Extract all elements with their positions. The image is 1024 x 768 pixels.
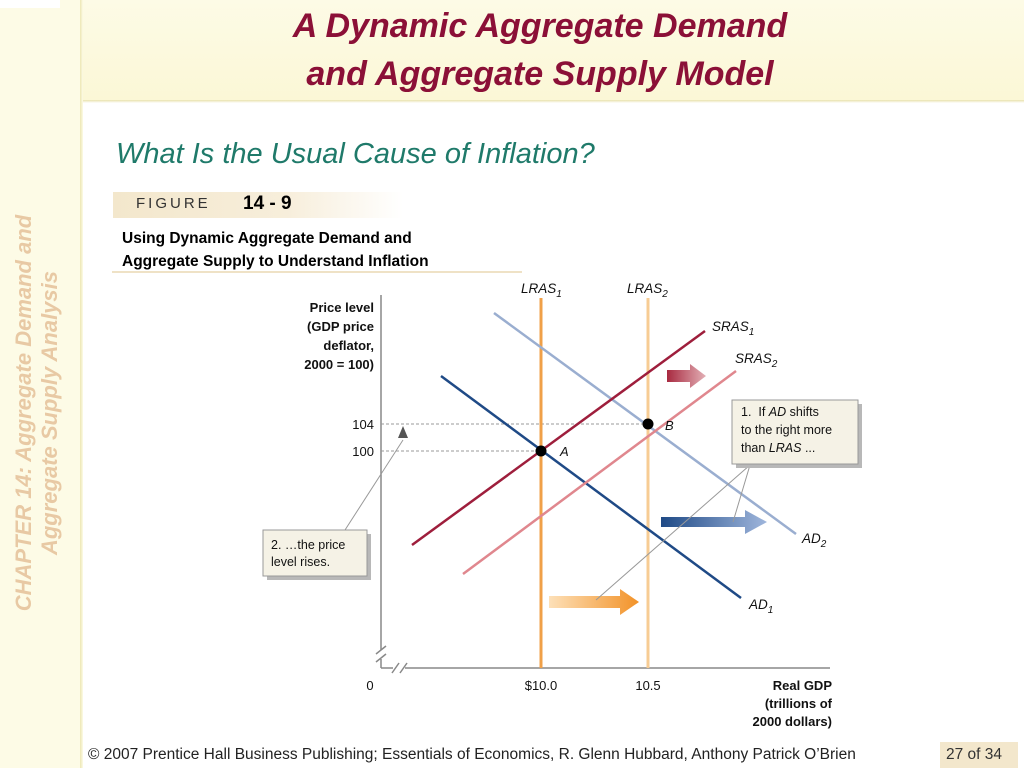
y-axis-label-line-2: (GDP price [307,319,374,334]
note1-line3-em: LRAS [769,441,802,455]
note1-mid: shifts [786,405,819,419]
lras2-label-sub: 2 [661,289,668,300]
note2-box [262,529,368,577]
sras2-line [462,369,737,576]
figure-number: 14 - 9 [243,193,292,214]
y-axis-label: Price level (GDP price deflator, 2000 = … [304,300,374,372]
note2-line-2: level rises. [271,555,330,569]
figure-caption: Using Dynamic Aggregate Demand and Aggre… [122,227,429,273]
figure-caption-rule [112,271,522,273]
slide-subtitle: What Is the Usual Cause of Inflation? [116,138,595,170]
ad1-label-sub: 1 [768,605,774,616]
note1-line3-pre: than [741,441,769,455]
slide-title: A Dynamic Aggregate Demand and Aggregate… [180,2,900,98]
ad2-label: AD2 [801,531,827,550]
ad-shift-arrow [661,510,767,534]
lras-shift-arrow [549,589,639,615]
slide-title-line-2: and Aggregate Supply Model [306,55,774,93]
x-axis-break-1 [391,662,400,674]
note1-callout: 1. If AD shifts to the right more than L… [731,399,862,468]
lras1-label: LRAS1 [521,281,562,300]
y-axis-label-line-4: 2000 = 100) [304,357,374,372]
origin-label: 0 [366,678,373,693]
x-axis-label-line-2: (trillions of [765,696,833,711]
x-tick-10-5: 10.5 [635,678,660,693]
figure-caption-line-1: Using Dynamic Aggregate Demand and [122,230,412,247]
sidebar-band-edge [80,0,83,768]
point-a-dot [535,445,547,457]
note1-leader-a [732,464,751,523]
note1-line3-post: ... [801,441,815,455]
sidebar-band [0,0,80,768]
note1-leader-b [595,464,751,601]
ad2-label-sub: 2 [820,539,827,550]
point-a-label: A [559,444,569,459]
price-rise-arrowhead [398,426,408,438]
sras1-line [411,329,706,547]
lras2-label-name: LRAS [627,281,662,296]
ad1-line [440,374,742,600]
ad2-label-name: AD [801,531,821,546]
note2-leader [344,439,404,531]
page-number: 27 of 34 [946,746,1003,763]
note2-callout: 2. …the price level rises. [262,529,371,580]
note1-pre: 1. If [741,405,769,419]
sras1-label-sub: 1 [749,327,755,338]
y-tick-100: 100 [352,444,374,459]
lras1-label-name: LRAS [521,281,556,296]
figure-caption-line-2: Aggregate Supply to Understand Inflation [122,253,429,270]
axes [375,295,830,674]
sras2-label-name: SRAS [735,351,772,366]
x-axis-label: Real GDP (trillions of 2000 dollars) [753,678,833,729]
y-axis-label-line-1: Price level [310,300,374,315]
note1-line-1: 1. If AD shifts [741,405,819,419]
sras1-label-name: SRAS [712,319,749,334]
x-axis-label-line-1: Real GDP [773,678,833,693]
point-b-dot [642,418,654,430]
page-number-box [940,742,1018,768]
sras2-label-sub: 2 [771,359,778,370]
x-tick-10: $10.0 [525,678,558,693]
header-band [0,0,1024,100]
y-axis-break-2 [375,653,387,663]
x-axis-label-line-3: 2000 dollars) [753,714,833,729]
lras1-label-sub: 1 [556,289,562,300]
y-tick-104: 104 [352,417,374,432]
sras1-label: SRAS1 [712,319,754,338]
note1-line-3: than LRAS ... [741,441,815,455]
note2-line-1: 2. …the price [271,538,345,552]
header-band-edge [0,100,1024,103]
slide-title-line-1: A Dynamic Aggregate Demand [292,7,788,45]
figure-word: FIGURE [136,195,211,212]
ad1-label-name: AD [748,597,768,612]
lras2-label: LRAS2 [627,281,668,300]
y-axis-label-line-3: deflator, [323,338,374,353]
ad1-label: AD1 [748,597,773,616]
figure-label-bar [113,192,403,218]
y-axis-break-1 [375,645,387,655]
x-axis-break-2 [399,662,408,674]
corner-patch [0,0,60,8]
footer-copyright: © 2007 Prentice Hall Business Publishing… [88,746,856,763]
note1-em: AD [768,405,786,419]
note1-line-2: to the right more [741,423,832,437]
note1-box [731,399,859,465]
sras-shift-arrow [667,364,706,388]
point-b-label: B [665,418,674,433]
sras2-label: SRAS2 [735,351,778,370]
